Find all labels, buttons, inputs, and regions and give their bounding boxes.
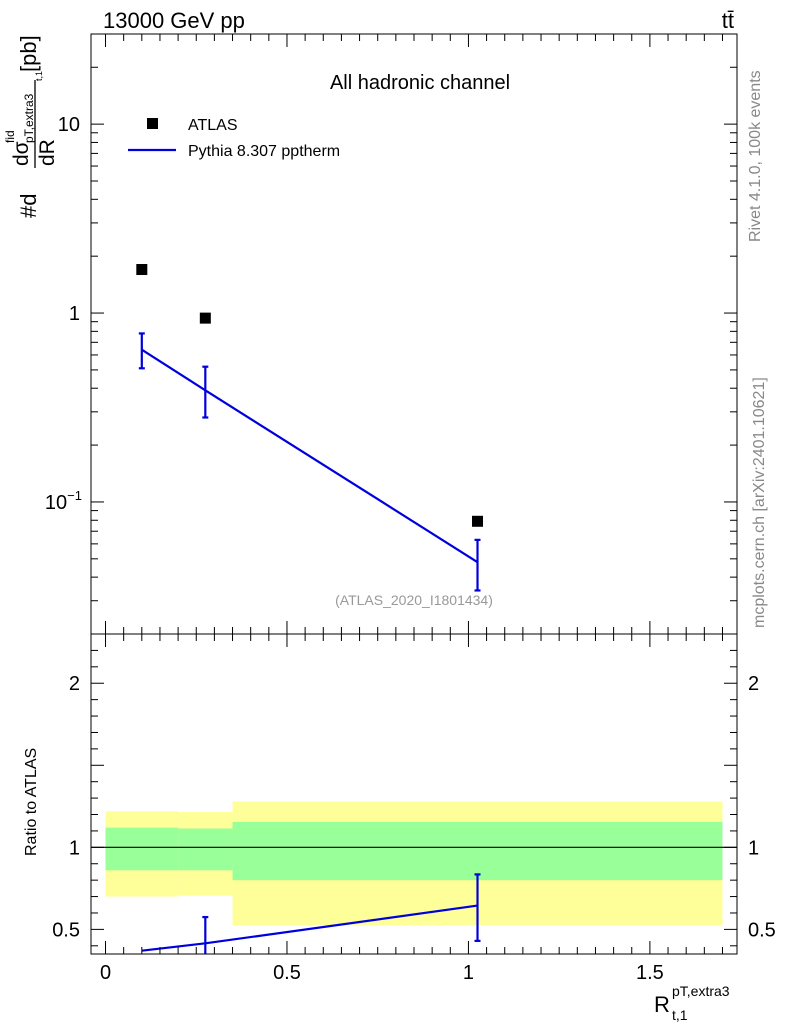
y-tick-label: 1 — [69, 303, 80, 325]
atlas-data-point — [199, 312, 211, 324]
legend: ATLAS Pythia 8.307 pptherm — [128, 117, 340, 160]
x-tick-label: 1.5 — [636, 962, 664, 984]
mcplots-site-label: mcplots.cern.ch [arXiv:2401.10621] — [751, 377, 768, 628]
y-label-denominator: dR — [36, 139, 59, 166]
atlas-data-point — [136, 264, 148, 276]
x-axis-label: R pT,extra3 t,1 — [654, 983, 730, 1023]
y-label-numerator-subsub: t,1 — [34, 71, 44, 81]
ratio-y-tick-label-right: 1 — [748, 837, 759, 859]
main-plot-area — [136, 264, 484, 592]
y-label-numerator: dσ — [10, 141, 33, 166]
process-label: tt̄ — [722, 8, 734, 33]
uncertainty-band-inner — [232, 821, 723, 881]
y-label-unit: [pb] — [16, 35, 41, 72]
legend-pythia-label: Pythia 8.307 pptherm — [188, 143, 340, 160]
x-label-sub: t,1 — [672, 1007, 688, 1023]
y-tick-label: 10−1 — [45, 488, 82, 514]
atlas-data-point — [472, 515, 484, 527]
y-tick-label: 10 — [58, 114, 80, 136]
x-tick-label: 0.5 — [273, 962, 301, 984]
y-label-numerator-sup: fid — [3, 130, 17, 143]
ratio-plot-area — [91, 801, 737, 954]
y-label-prefix: #d — [16, 194, 41, 218]
x-label-sup: pT,extra3 — [672, 983, 730, 999]
energy-label: 13000 GeV pp — [103, 8, 245, 33]
x-tick-label: 1 — [463, 962, 474, 984]
y-label-numerator-sub: pT,extra3 — [22, 93, 36, 143]
uncertainty-band-inner — [105, 827, 179, 871]
legend-atlas-label: ATLAS — [188, 117, 238, 134]
pythia-line — [141, 348, 479, 564]
ratio-y-tick-label: 1 — [69, 837, 80, 859]
analysis-label: (ATLAS_2020_I1801434) — [335, 592, 493, 608]
x-label-main: R — [654, 992, 670, 1017]
ratio-y-axis-label: Ratio to ATLAS — [23, 748, 40, 856]
ratio-y-tick-label-right: 2 — [748, 673, 759, 695]
ratio-y-tick-label: 2 — [69, 673, 80, 695]
uncertainty-band-inner — [178, 828, 233, 871]
main-title: All hadronic channel — [330, 72, 510, 94]
ratio-y-tick-label-right: 0.5 — [748, 919, 776, 941]
rivet-version-label: Rivet 4.1.0, 100k events — [747, 70, 764, 242]
main-panel: 10 1 10−1 All hadronic channel (ATLAS_2020… — [3, 33, 738, 635]
ratio-y-tick-label: 0.5 — [52, 919, 80, 941]
legend-atlas-marker — [147, 118, 158, 129]
ratio-panel: 0.5 0.5 1 1 2 2 0 0.5 1 1.5 Ratio to ATLAS R pT,e… — [23, 633, 776, 1023]
x-tick-label: 0 — [100, 962, 111, 984]
main-y-axis-label: #d dσ fid pT,extra3 t,1 dR [pb] — [3, 35, 59, 218]
